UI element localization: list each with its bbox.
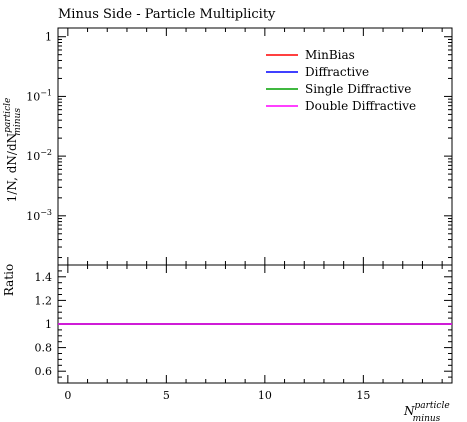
main-y-tick-label: 10−1: [26, 88, 52, 103]
ratio-x-axis: 0 5 10 15: [64, 265, 443, 402]
main-y-label-sup: particle: [3, 98, 13, 133]
legend-label: Single Diffractive: [305, 82, 411, 96]
main-x-ticks: [67, 28, 443, 265]
main-y-axis: 1 10−1 10−2 10−3: [26, 31, 452, 259]
legend: MinBias Diffractive Single Diffractive Doub…: [266, 48, 416, 113]
ratio-x-label-sub: minus: [413, 414, 441, 422]
ratio-y-tick-label: 0.6: [35, 365, 53, 378]
ratio-y-tick-label: 1.2: [35, 294, 53, 307]
ratio-y-label-text: Ratio: [2, 264, 16, 296]
main-y-label-sub: minus: [13, 108, 23, 136]
main-y-label-text: 1/N, dN/dN: [5, 133, 19, 202]
legend-label: Diffractive: [305, 65, 369, 79]
chart-title: Minus Side - Particle Multiplicity: [58, 7, 276, 22]
ratio-x-tick-label: 10: [258, 389, 272, 402]
ratio-x-label-text: N: [403, 404, 415, 418]
ratio-y-axis: 1.4 1.2 1 0.8 0.6: [35, 264, 452, 384]
svg-text:1/N, dN/dNparticleminus: 1/N, dN/dNparticleminus: [3, 98, 23, 203]
legend-label: MinBias: [305, 48, 355, 62]
ratio-x-axis-label: Nparticle minus: [403, 401, 450, 422]
main-y-tick-label: 10−2: [26, 148, 52, 163]
ratio-x-tick-label: 15: [356, 389, 370, 402]
ratio-x-tick-label: 5: [163, 389, 170, 402]
svg-text:Nparticleminus: Nparticle minus: [403, 401, 450, 422]
main-y-axis-label: 1/N, dN/dNparticleminus: [3, 98, 23, 203]
legend-label: Double Diffractive: [305, 99, 416, 113]
ratio-y-tick-label: 1.4: [35, 271, 53, 284]
main-plot-frame: [57, 27, 453, 266]
ratio-y-tick-label: 1: [45, 318, 52, 331]
ratio-x-tick-label: 0: [64, 389, 71, 402]
ratio-y-axis-label: Ratio: [2, 264, 16, 296]
main-y-tick-label: 1: [45, 31, 52, 44]
ratio-x-label-sup: particle: [415, 401, 450, 411]
main-y-tick-label: 10−3: [26, 208, 52, 223]
ratio-y-tick-label: 0.8: [35, 342, 53, 355]
